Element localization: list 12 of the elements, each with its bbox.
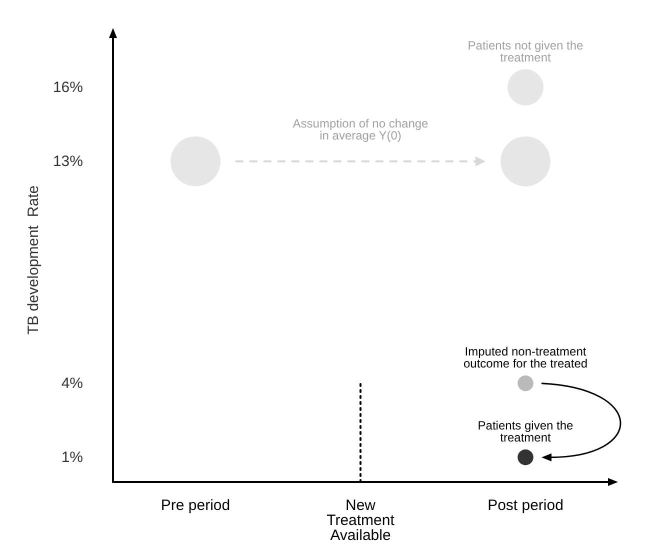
annotation: Patients not given the treatment (468, 38, 584, 64)
y-tick-label: 4% (61, 374, 83, 392)
y-tick-label: 1% (61, 448, 83, 466)
y-tick-label: 13% (52, 152, 83, 170)
x-tick-label: Pre period (160, 497, 230, 514)
annotation: Imputed non-treatment outcome for the treated (463, 344, 588, 370)
x-tick-label: Post period (488, 497, 564, 514)
y-axis-title: TB development Rate (25, 185, 42, 335)
annotation: Patients given the treatment (478, 418, 574, 444)
x-tick-label: New Treatment Available (326, 497, 396, 544)
annotation: Assumption of no change in average Y(0) (292, 116, 429, 142)
y-tick-label: 16% (52, 78, 83, 96)
